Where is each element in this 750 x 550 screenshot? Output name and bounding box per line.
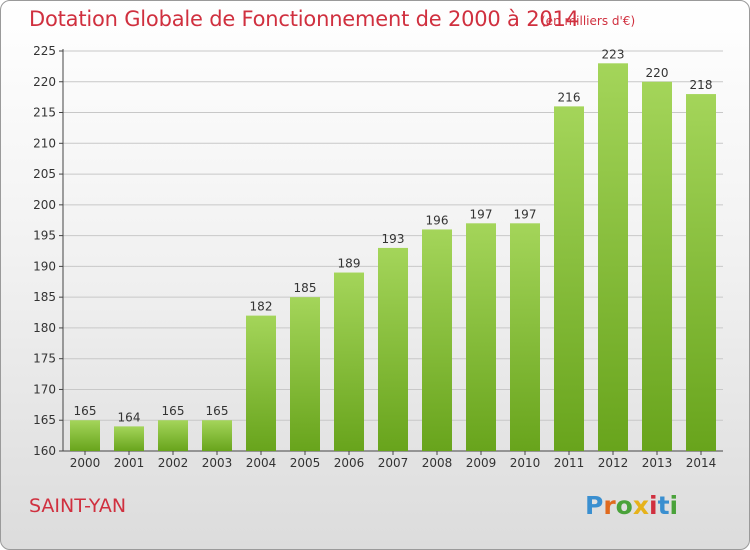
y-tick-label: 180: [33, 321, 56, 335]
bar-2013: [642, 81, 672, 452]
bar-2002: [158, 420, 188, 451]
y-tick-label: 210: [33, 136, 56, 150]
data-label-2008: 196: [426, 213, 449, 227]
x-tick-label-2006: 2006: [334, 456, 365, 470]
logo-letter: r: [603, 491, 616, 520]
data-label-2010: 197: [514, 207, 537, 221]
data-label-2007: 193: [382, 232, 405, 246]
data-label-2000: 165: [74, 404, 97, 418]
bar-2010: [510, 223, 540, 451]
x-tick-label-2013: 2013: [642, 456, 673, 470]
logo-letter: o: [615, 491, 633, 520]
x-tick-label-2005: 2005: [290, 456, 321, 470]
x-tick-label-2011: 2011: [554, 456, 585, 470]
data-label-2012: 223: [602, 47, 625, 61]
x-tick-label-2000: 2000: [70, 456, 101, 470]
bar-2009: [466, 223, 496, 451]
y-tick-label: 165: [33, 413, 56, 427]
data-labels: 165 164 165 165 182 185 189 193 196 197 197 216 223 2…: [74, 47, 713, 424]
y-tick-label: 205: [33, 167, 56, 181]
x-tick-label-2003: 2003: [202, 456, 233, 470]
bar-2004: [246, 315, 276, 451]
logo-letter: t: [657, 491, 670, 520]
bar-2007: [378, 247, 408, 451]
x-tick-label-2008: 2008: [422, 456, 453, 470]
x-tick-label-2014: 2014: [686, 456, 717, 470]
x-tick-label-2004: 2004: [246, 456, 277, 470]
y-tick-label: 175: [33, 352, 56, 366]
data-label-2014: 218: [690, 78, 713, 92]
y-tick-label: 190: [33, 259, 56, 273]
data-label-2009: 197: [470, 207, 493, 221]
x-tick-label-2007: 2007: [378, 456, 409, 470]
y-tick-label: 215: [33, 106, 56, 120]
logo-letter: P: [585, 491, 604, 520]
y-tick-label: 200: [33, 198, 56, 212]
x-tick-label-2002: 2002: [158, 456, 189, 470]
x-tick-label-2012: 2012: [598, 456, 629, 470]
y-tick-label: 225: [33, 44, 56, 58]
bar-2006: [334, 272, 364, 451]
y-tick-label: 195: [33, 229, 56, 243]
bar-2000: [70, 420, 100, 451]
data-label-2011: 216: [558, 90, 581, 104]
data-label-2004: 182: [250, 300, 273, 314]
proxiti-logo: Proxiti: [585, 491, 678, 520]
data-label-2002: 165: [162, 404, 185, 418]
town-name: SAINT-YAN: [29, 495, 127, 517]
y-tick-label: 170: [33, 382, 56, 396]
x-tick-label-2010: 2010: [510, 456, 541, 470]
logo-letter: x: [632, 491, 649, 520]
y-tick-label: 185: [33, 290, 56, 304]
chart-title: Dotation Globale de Fonctionnement de 20…: [29, 7, 579, 31]
data-label-2003: 165: [206, 404, 229, 418]
bar-2008: [422, 229, 452, 451]
logo-letter: i: [649, 491, 658, 520]
bar-2014: [686, 94, 716, 452]
data-label-2005: 185: [294, 281, 317, 295]
y-tick-labels: 160 165 170 175 180 185 190 195 200 205 210 215 220 2…: [33, 44, 56, 458]
data-label-2001: 164: [118, 410, 141, 424]
bars: [70, 63, 716, 452]
bar-2012: [598, 63, 628, 452]
bar-2011: [554, 106, 584, 451]
x-tick-label-2009: 2009: [466, 456, 497, 470]
logo-letter: i: [669, 491, 679, 520]
y-tick-label: 160: [33, 444, 56, 458]
y-tick-label: 220: [33, 75, 56, 89]
chart-subtitle: (en milliers d'€): [541, 14, 636, 28]
x-tick-labels: 2000 2001 2002 2003 2004 2005 2006 2007 2008 2009…: [70, 456, 717, 470]
x-tick-label-2001: 2001: [114, 456, 145, 470]
bar-2003: [202, 420, 232, 451]
data-label-2006: 189: [338, 257, 361, 271]
bar-2005: [290, 297, 320, 451]
data-label-2013: 220: [646, 66, 669, 80]
bar-2001: [114, 426, 144, 451]
